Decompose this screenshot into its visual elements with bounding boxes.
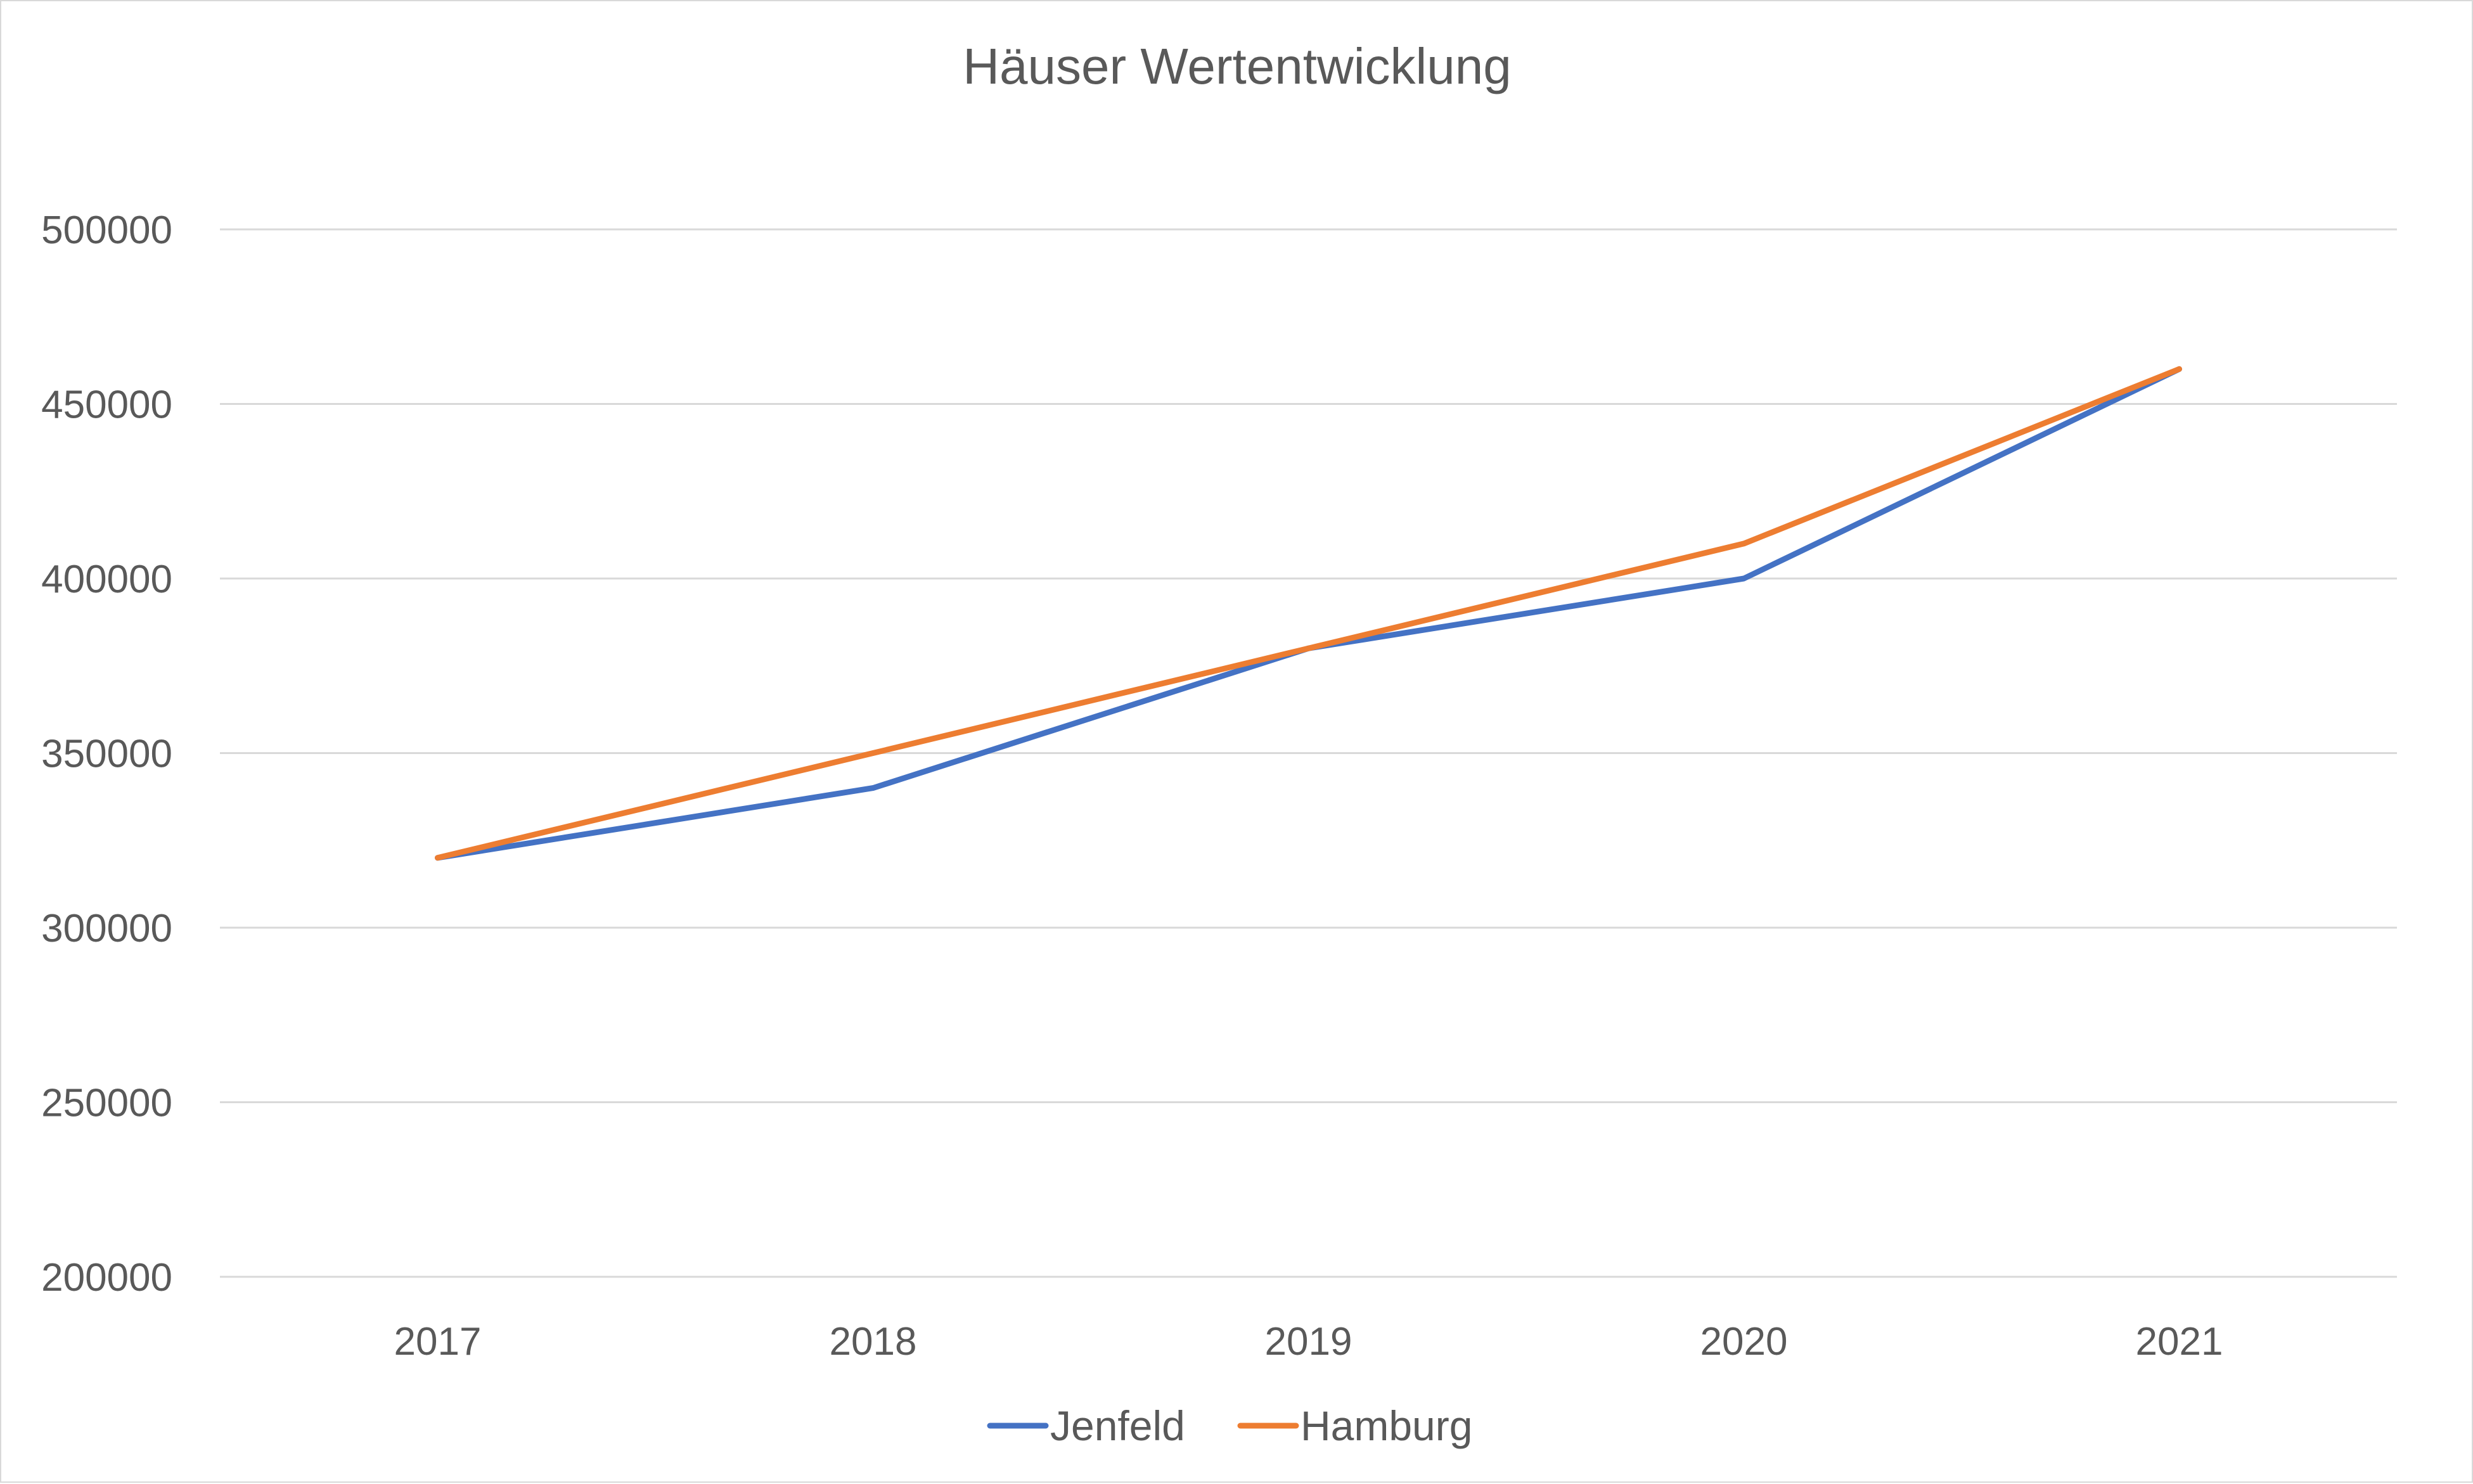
chart-title: Häuser Wertentwicklung <box>963 38 1512 94</box>
x-tick-label: 2017 <box>394 1320 482 1364</box>
gridlines <box>220 228 2397 1278</box>
y-tick-label: 450000 <box>41 383 172 427</box>
y-tick-label: 250000 <box>41 1082 172 1125</box>
y-tick-label: 350000 <box>41 732 172 776</box>
x-tick-label: 2020 <box>1700 1320 1788 1364</box>
x-tick-label: 2021 <box>2136 1320 2223 1364</box>
legend: Jenfeld Hamburg <box>987 1402 1472 1449</box>
series-lines <box>435 366 2182 861</box>
y-tick-label: 300000 <box>41 907 172 950</box>
series-line-hamburg <box>435 366 2182 861</box>
legend-label-jenfeld: Jenfeld <box>1050 1402 1185 1449</box>
y-tick-label: 400000 <box>41 558 172 601</box>
x-tick-label: 2018 <box>830 1320 917 1364</box>
y-tick-label: 500000 <box>41 208 172 252</box>
y-tick-label: 200000 <box>41 1256 172 1300</box>
legend-label-hamburg: Hamburg <box>1301 1402 1472 1449</box>
y-axis-tick-labels: 200000 250000 300000 350000 400000 450000 5000… <box>41 208 172 1300</box>
series-line-jenfeld <box>435 366 2182 861</box>
x-axis-tick-labels: 2017 2018 2019 2020 2021 <box>394 1320 2223 1364</box>
x-tick-label: 2019 <box>1265 1320 1352 1364</box>
